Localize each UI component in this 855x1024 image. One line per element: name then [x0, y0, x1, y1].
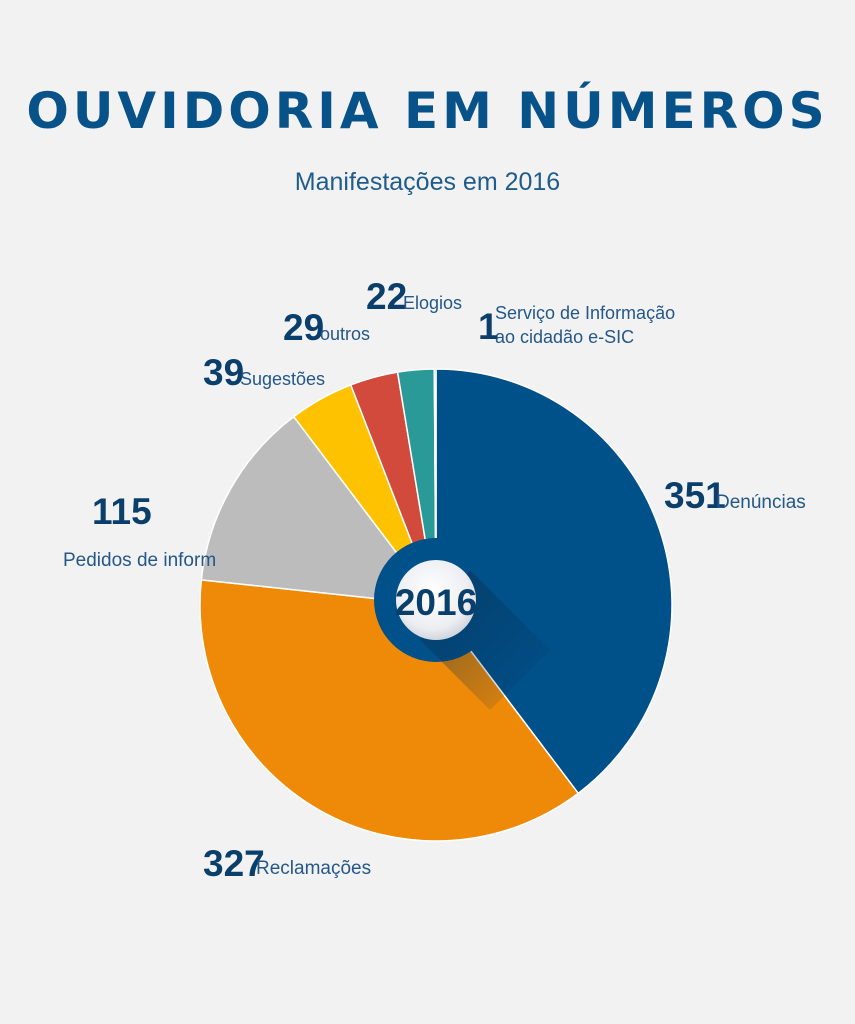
pie-slice-2 [199, 579, 580, 842]
slice-name-label: outros [320, 324, 370, 344]
center-year-label: 2016 [395, 582, 477, 623]
slice-name-label: Denúncias [716, 492, 806, 513]
slice-value-label: 29 [283, 307, 324, 348]
slice-value-label: 22 [366, 276, 407, 317]
pie-slice-1 [435, 368, 673, 795]
slice-value-label: 39 [203, 352, 244, 393]
slice-value-label: 1 [478, 306, 499, 347]
slice-name-label: Elogios [403, 293, 462, 313]
page-title: OUVIDORIA EM NÚMEROS [26, 82, 829, 140]
slice-label-3: 115 Pedidos de inform [63, 491, 216, 571]
slice-name-label: Serviço de Informação [495, 303, 675, 323]
slice-name-label: Sugestões [240, 369, 325, 389]
center-badge: 2016 [374, 538, 550, 710]
slice-value-label: 351 [664, 475, 726, 516]
slice-value-label: 327 [203, 843, 265, 884]
slice-value-label: 115 [92, 491, 152, 532]
page-subtitle: Manifestações em 2016 [294, 168, 561, 196]
center-button [396, 560, 476, 640]
slice-name-label: Reclamações [256, 858, 371, 879]
slice-name-label: ao cidadão e-SIC [495, 327, 634, 347]
slice-name-label: Pedidos de inform [63, 550, 216, 571]
pie-slice-3 [200, 415, 438, 606]
